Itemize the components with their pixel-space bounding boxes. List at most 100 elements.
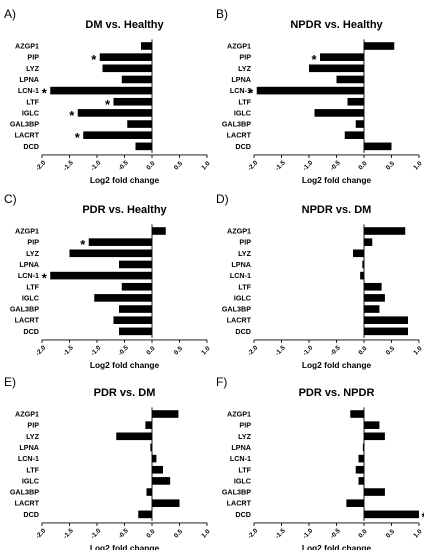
category-label: IGLC [234,293,251,302]
category-label: GAL3BP [10,305,39,314]
bar-lacrt [364,316,408,324]
bar-gal3bp [355,120,364,128]
panel-letter: E) [4,375,16,389]
bar-pip [145,421,152,429]
category-label: DCD [235,510,251,519]
category-label: PIP [239,421,251,430]
x-tick-label: 0.0 [145,160,157,172]
significance-star: * [421,509,424,524]
bar-lacrt [83,131,152,139]
category-label: LPNA [231,443,251,452]
category-label: LTF [26,465,39,474]
x-tick-label: -0.5 [329,527,342,540]
bar-iglc [358,477,364,485]
category-label: PIP [27,53,39,62]
x-tick-label: 0.0 [145,345,157,357]
bar-lyz [69,249,152,258]
x-tick-label: -0.5 [117,527,130,540]
bar-iglc [314,109,364,117]
category-label: AZGP1 [227,410,251,419]
bar-ltf [121,282,152,291]
bar-lcn-1 [256,86,364,95]
bar-azgp1 [364,42,395,50]
x-tick-label: 0.0 [145,528,157,540]
x-tick-label: 1.0 [200,528,212,540]
category-label: GAL3BP [222,120,251,129]
panel-title: DM vs. Healthy [85,19,164,31]
category-label: GAL3BP [10,488,39,497]
category-label: PIP [27,238,39,247]
category-label: LTF [238,282,251,291]
category-label: LYZ [238,249,252,258]
bar-pip [320,53,364,61]
category-label: AZGP1 [15,227,39,236]
bar-pip [99,53,152,61]
x-tick-label: -1.0 [302,527,315,540]
bar-lyz [102,64,152,73]
category-label: DCD [235,142,251,151]
x-axis-title: Log2 fold change [90,175,160,185]
category-label: IGLC [22,108,39,117]
category-label: PIP [239,53,251,62]
category-label: DCD [23,142,39,151]
category-label: DCD [23,327,39,336]
significance-star: * [69,108,75,123]
panel-title: NPDR vs. DM [302,204,372,216]
panel-title: PDR vs. DM [94,387,156,399]
category-label: DCD [235,327,251,336]
bar-lpna [336,75,364,84]
x-tick-label: -1.0 [90,159,103,172]
x-axis-title: Log2 fold change [90,360,160,370]
significance-star: * [42,86,48,101]
bar-ltf [347,97,364,106]
category-label: AZGP1 [15,410,39,419]
significance-star: * [91,52,97,67]
category-label: LPNA [19,260,39,269]
bar-lpna [362,443,364,452]
category-label: PIP [27,421,39,430]
significance-star: * [311,52,317,67]
significance-star: * [75,130,81,145]
category-label: LYZ [238,432,252,441]
category-label: LTF [26,97,39,106]
bar-lacrt [152,499,180,507]
x-tick-label: 1.0 [412,528,424,540]
x-tick-label: 0.5 [173,528,185,540]
category-label: LCN-1 [230,86,251,95]
x-tick-label: -1.5 [274,344,287,357]
bar-azgp1 [141,42,152,50]
bar-dcd [364,510,419,519]
bar-lacrt [113,316,152,324]
bar-gal3bp [119,305,152,313]
category-label: LPNA [19,75,39,84]
x-tick-label: -1.5 [62,344,75,357]
panel-title: PDR vs. Healthy [82,204,167,216]
bar-lcn-1 [50,86,152,95]
bar-lcn-1 [50,271,152,280]
x-tick-label: 0.0 [357,160,369,172]
x-tick-label: -2.0 [247,344,260,357]
bar-lyz [364,432,385,441]
x-tick-label: -2.0 [247,527,260,540]
bar-dcd [135,142,152,151]
category-label: LPNA [19,443,39,452]
panel-letter: C) [4,192,17,206]
category-label: LACRT [227,131,252,140]
bar-iglc [94,294,152,302]
category-label: LTF [238,97,251,106]
x-tick-label: 0.0 [357,528,369,540]
category-label: LACRT [15,131,40,140]
category-label: LPNA [231,260,251,269]
x-tick-label: -1.0 [302,344,315,357]
bar-gal3bp [127,120,152,128]
bar-dcd [119,327,152,336]
category-label: IGLC [22,476,39,485]
category-label: GAL3BP [222,305,251,314]
bar-ltf [364,282,382,291]
panel-letter: A) [4,7,16,21]
x-tick-label: 0.5 [173,345,185,357]
bar-dcd [364,142,392,151]
category-label: LCN-1 [18,454,39,463]
category-label: LPNA [231,75,251,84]
